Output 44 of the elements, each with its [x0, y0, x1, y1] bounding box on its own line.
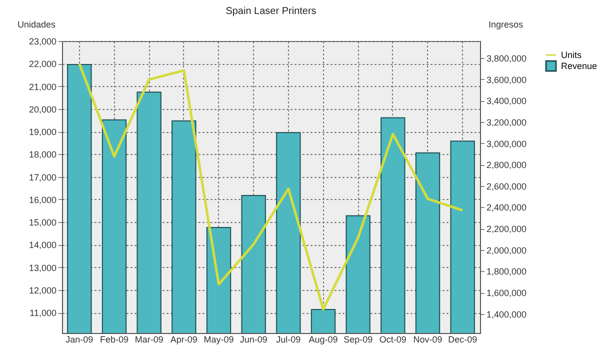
y2-tick-label: 2,000,000	[486, 245, 527, 256]
y-axis-title: Unidades	[18, 20, 56, 30]
y2-tick-label: 1,400,000	[486, 309, 527, 320]
x-tick-label: Jan-09	[66, 334, 94, 344]
y2-tick-label: 1,600,000	[486, 288, 527, 298]
y2-tick-label: 2,200,000	[486, 224, 527, 234]
y2-tick-label: 3,600,000	[486, 74, 527, 85]
y-tick-label: 13,000	[28, 262, 56, 273]
y-tick-label: 23,000	[28, 36, 56, 46]
y2-tick-label: 3,800,000	[486, 54, 527, 64]
x-tick-label: Oct-09	[379, 334, 406, 344]
y-tick-label: 16,000	[28, 194, 56, 205]
y-tick-label: 22,000	[28, 59, 56, 70]
y-tick-label: 15,000	[28, 218, 56, 228]
y2-tick-label: 3,400,000	[486, 96, 527, 106]
y-tick-label: 12,000	[28, 285, 56, 296]
legend-label: Units	[561, 50, 582, 60]
x-tick-label: Apr-09	[170, 334, 198, 344]
chart-title: Spain Laser Printers	[226, 6, 316, 17]
y2-tick-label: 1,800,000	[486, 266, 527, 277]
y2-axis-title: Ingresos	[488, 20, 524, 30]
x-tick-label: Sep-09	[344, 334, 373, 344]
y-tick-label: 18,000	[28, 150, 56, 160]
x-tick-label: Aug-09	[308, 334, 338, 344]
x-tick-label: Mar-09	[134, 334, 164, 344]
y2-tick-label: 3,000,000	[486, 138, 527, 149]
y-tick-label: 17,000	[28, 172, 56, 182]
x-tick-label: Jul-09	[276, 334, 301, 344]
y-tick-label: 14,000	[28, 240, 56, 250]
x-tick-label: Nov-09	[413, 334, 442, 344]
y-tick-label: 11,000	[30, 308, 56, 318]
y-tick-label: 19,000	[28, 127, 56, 138]
x-tick-label: Dec-09	[448, 334, 478, 344]
line-series	[78, 62, 464, 310]
y2-tick-label: 2,800,000	[486, 160, 527, 170]
x-tick-label: Jun-09	[240, 334, 268, 344]
x-tick-label: Feb-09	[100, 334, 129, 344]
y2-tick-label: 2,600,000	[486, 181, 527, 192]
legend-label: Revenue	[561, 61, 598, 71]
y-tick-label: 21,000	[28, 82, 56, 92]
y2-tick-label: 3,200,000	[486, 117, 527, 128]
y2-tick-label: 2,400,000	[486, 202, 527, 213]
x-tick-label: May-09	[204, 334, 234, 344]
y-tick-label: 20,000	[28, 104, 56, 114]
